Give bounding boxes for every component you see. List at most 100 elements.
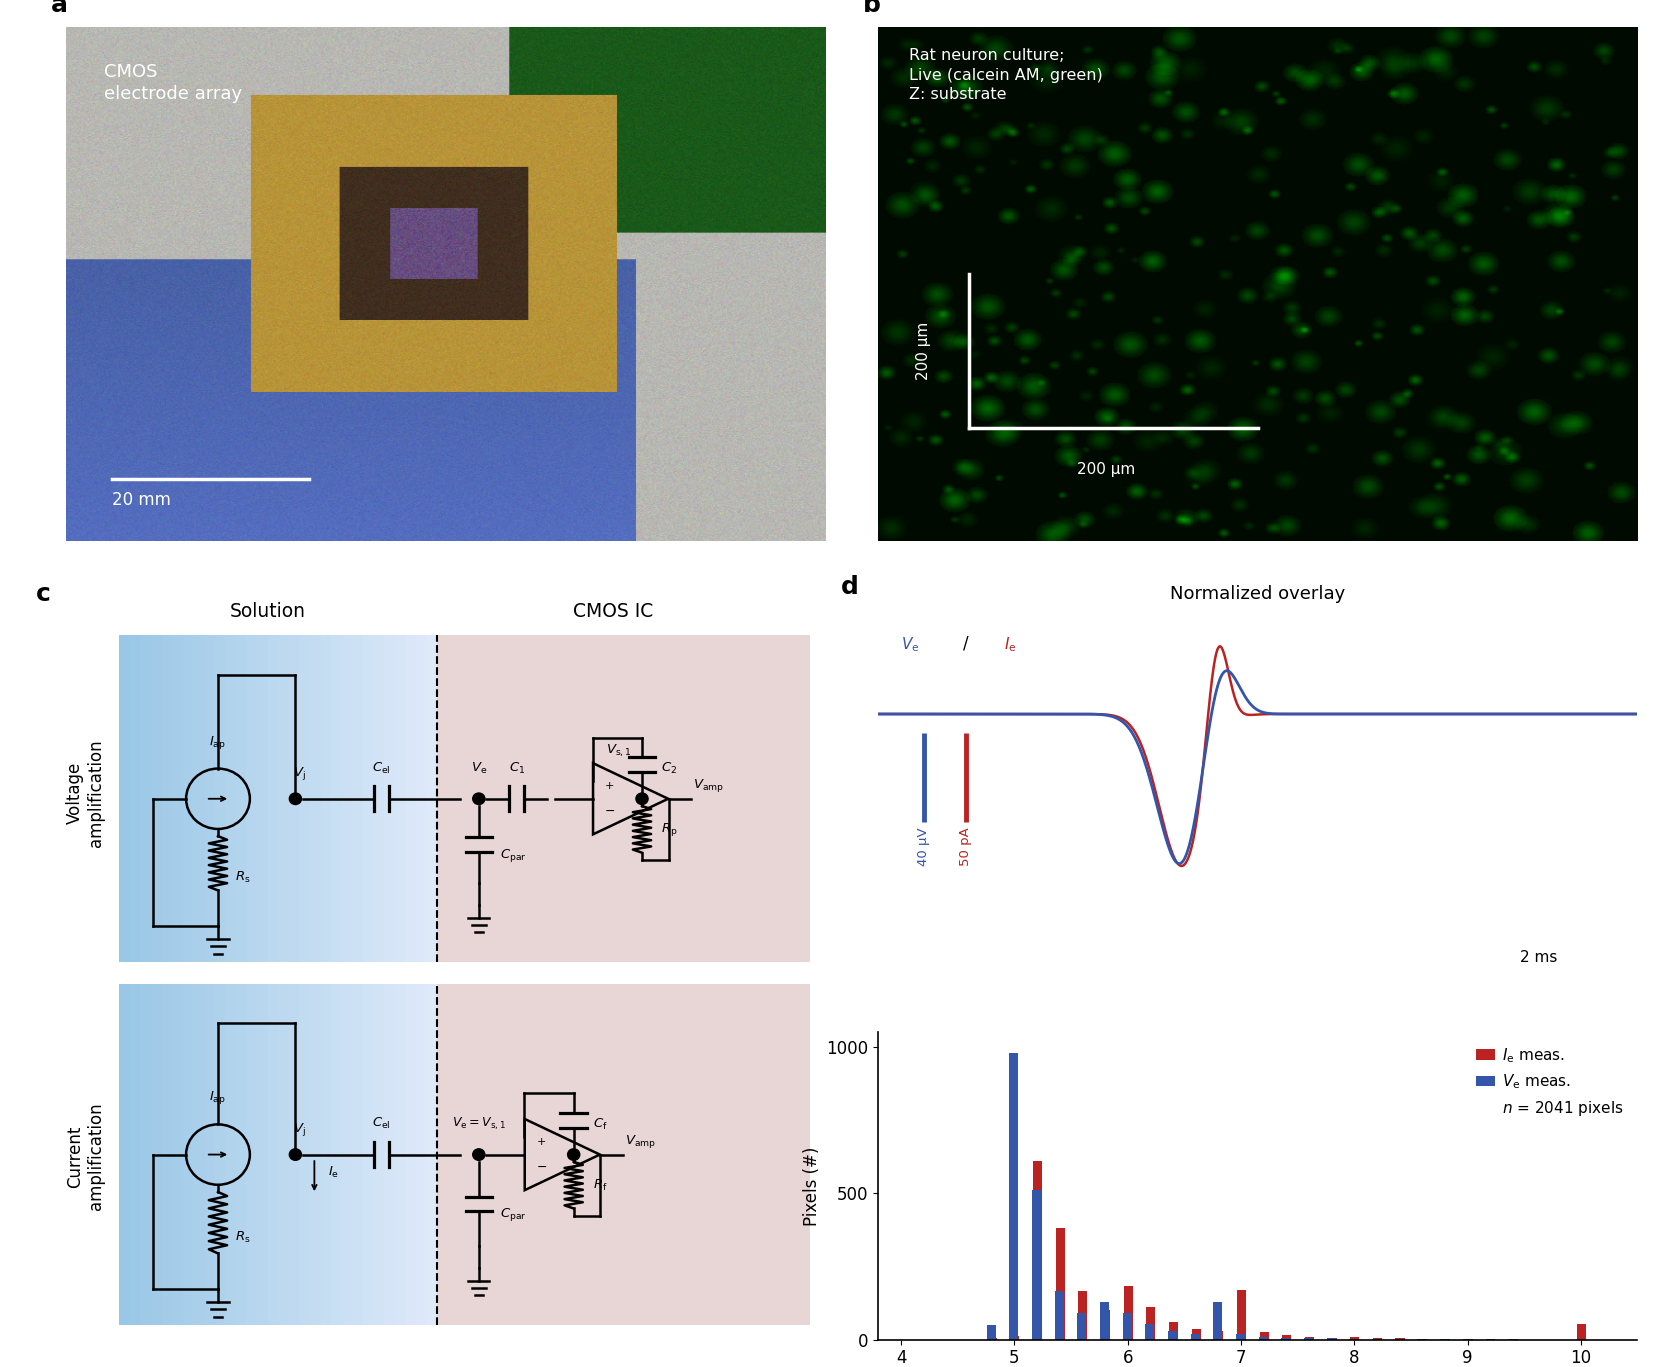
FancyBboxPatch shape bbox=[215, 636, 225, 962]
Text: $R_\mathrm{p}$: $R_\mathrm{p}$ bbox=[662, 820, 678, 838]
Text: b: b bbox=[863, 0, 882, 16]
FancyBboxPatch shape bbox=[427, 984, 437, 1325]
FancyBboxPatch shape bbox=[309, 984, 321, 1325]
FancyBboxPatch shape bbox=[278, 984, 289, 1325]
Bar bbox=[1237, 1290, 1245, 1340]
FancyBboxPatch shape bbox=[172, 636, 184, 962]
Text: $R_\mathrm{s}$: $R_\mathrm{s}$ bbox=[235, 871, 250, 886]
FancyBboxPatch shape bbox=[225, 984, 237, 1325]
Text: $V_\mathrm{j}$: $V_\mathrm{j}$ bbox=[293, 1121, 306, 1137]
Bar bbox=[1350, 1337, 1360, 1340]
Bar bbox=[1102, 1311, 1110, 1340]
FancyBboxPatch shape bbox=[256, 636, 268, 962]
Text: $C_\mathrm{f}$: $C_\mathrm{f}$ bbox=[592, 1117, 607, 1132]
Bar bbox=[987, 1325, 996, 1340]
Text: 200 μm: 200 μm bbox=[1077, 462, 1135, 477]
Text: −: − bbox=[536, 1161, 547, 1173]
FancyBboxPatch shape bbox=[374, 984, 384, 1325]
Text: $I_\mathrm{ap}$: $I_\mathrm{ap}$ bbox=[210, 734, 227, 750]
Circle shape bbox=[635, 793, 648, 805]
Legend: $I_\mathrm{e}$ meas., $V_\mathrm{e}$ meas., $n$ = 2041 pixels: $I_\mathrm{e}$ meas., $V_\mathrm{e}$ mea… bbox=[1470, 1040, 1629, 1124]
Text: $C_2$: $C_2$ bbox=[662, 760, 676, 775]
FancyBboxPatch shape bbox=[225, 636, 237, 962]
Bar bbox=[1396, 1338, 1404, 1340]
FancyBboxPatch shape bbox=[352, 636, 362, 962]
FancyBboxPatch shape bbox=[184, 984, 194, 1325]
Circle shape bbox=[567, 1148, 581, 1161]
Text: $C_\mathrm{par}$: $C_\mathrm{par}$ bbox=[500, 1206, 526, 1223]
FancyBboxPatch shape bbox=[384, 636, 395, 962]
Bar bbox=[1032, 1161, 1042, 1340]
FancyBboxPatch shape bbox=[131, 984, 141, 1325]
Bar bbox=[1259, 1337, 1267, 1340]
Text: 40 μV: 40 μV bbox=[918, 827, 931, 867]
Bar bbox=[1009, 1053, 1019, 1340]
Text: $I_\mathrm{e}$: $I_\mathrm{e}$ bbox=[1004, 634, 1016, 653]
Bar bbox=[1191, 1334, 1199, 1340]
FancyBboxPatch shape bbox=[331, 636, 342, 962]
Circle shape bbox=[473, 793, 485, 805]
Text: −: − bbox=[605, 805, 615, 817]
FancyBboxPatch shape bbox=[437, 984, 810, 1325]
Bar bbox=[1328, 1338, 1336, 1340]
Text: $V_\mathrm{j}$: $V_\mathrm{j}$ bbox=[293, 766, 306, 782]
FancyBboxPatch shape bbox=[151, 636, 162, 962]
Bar bbox=[1145, 1323, 1154, 1340]
FancyBboxPatch shape bbox=[309, 636, 321, 962]
FancyBboxPatch shape bbox=[405, 984, 415, 1325]
Text: $V_\mathrm{e} = V_\mathrm{s,1}$: $V_\mathrm{e} = V_\mathrm{s,1}$ bbox=[452, 1115, 506, 1132]
FancyBboxPatch shape bbox=[184, 636, 194, 962]
Y-axis label: Pixels (#): Pixels (#) bbox=[802, 1147, 820, 1226]
FancyBboxPatch shape bbox=[203, 984, 215, 1325]
Bar bbox=[1055, 1292, 1064, 1340]
FancyBboxPatch shape bbox=[172, 984, 184, 1325]
Bar bbox=[1055, 1229, 1065, 1340]
FancyBboxPatch shape bbox=[299, 636, 309, 962]
Text: /: / bbox=[963, 634, 969, 653]
FancyBboxPatch shape bbox=[395, 636, 405, 962]
Bar bbox=[1303, 1338, 1313, 1340]
Text: $I_\mathrm{ap}$: $I_\mathrm{ap}$ bbox=[210, 1089, 227, 1106]
Circle shape bbox=[289, 793, 301, 805]
FancyBboxPatch shape bbox=[362, 636, 374, 962]
FancyBboxPatch shape bbox=[362, 984, 374, 1325]
Bar bbox=[1214, 1331, 1224, 1340]
Bar bbox=[1259, 1333, 1269, 1340]
Text: $V_\mathrm{amp}$: $V_\mathrm{amp}$ bbox=[625, 1133, 655, 1150]
Bar bbox=[1077, 1314, 1087, 1340]
Bar bbox=[1123, 1314, 1131, 1340]
FancyBboxPatch shape bbox=[194, 636, 203, 962]
Bar bbox=[1282, 1336, 1292, 1340]
Text: 50 pA: 50 pA bbox=[959, 827, 973, 867]
Bar bbox=[987, 1338, 997, 1340]
FancyBboxPatch shape bbox=[278, 636, 289, 962]
FancyBboxPatch shape bbox=[342, 636, 352, 962]
FancyBboxPatch shape bbox=[268, 984, 278, 1325]
FancyBboxPatch shape bbox=[246, 984, 256, 1325]
FancyBboxPatch shape bbox=[256, 984, 268, 1325]
FancyBboxPatch shape bbox=[119, 984, 131, 1325]
Bar bbox=[1146, 1307, 1154, 1340]
FancyBboxPatch shape bbox=[299, 984, 309, 1325]
FancyBboxPatch shape bbox=[119, 636, 131, 962]
Text: Current
amplification: Current amplification bbox=[66, 1103, 104, 1210]
Text: $R_\mathrm{f}$: $R_\mathrm{f}$ bbox=[592, 1177, 607, 1192]
Text: $I_\mathrm{e}$: $I_\mathrm{e}$ bbox=[327, 1165, 339, 1180]
Bar bbox=[1078, 1292, 1087, 1340]
FancyBboxPatch shape bbox=[203, 636, 215, 962]
Text: CMOS IC: CMOS IC bbox=[572, 603, 653, 621]
Text: $V_\mathrm{e}$: $V_\mathrm{e}$ bbox=[471, 760, 486, 775]
Bar bbox=[1305, 1337, 1313, 1340]
Bar bbox=[1100, 1301, 1110, 1340]
FancyBboxPatch shape bbox=[405, 636, 415, 962]
Bar bbox=[1282, 1338, 1290, 1340]
FancyBboxPatch shape bbox=[246, 636, 256, 962]
FancyBboxPatch shape bbox=[289, 636, 299, 962]
Text: Rat neuron culture;
Live (calcein AM, green)
Z: substrate: Rat neuron culture; Live (calcein AM, gr… bbox=[908, 48, 1103, 103]
Bar bbox=[1191, 1330, 1201, 1340]
FancyBboxPatch shape bbox=[415, 636, 427, 962]
Bar bbox=[1011, 1336, 1019, 1340]
FancyBboxPatch shape bbox=[141, 636, 151, 962]
FancyBboxPatch shape bbox=[352, 984, 362, 1325]
FancyBboxPatch shape bbox=[427, 636, 437, 962]
